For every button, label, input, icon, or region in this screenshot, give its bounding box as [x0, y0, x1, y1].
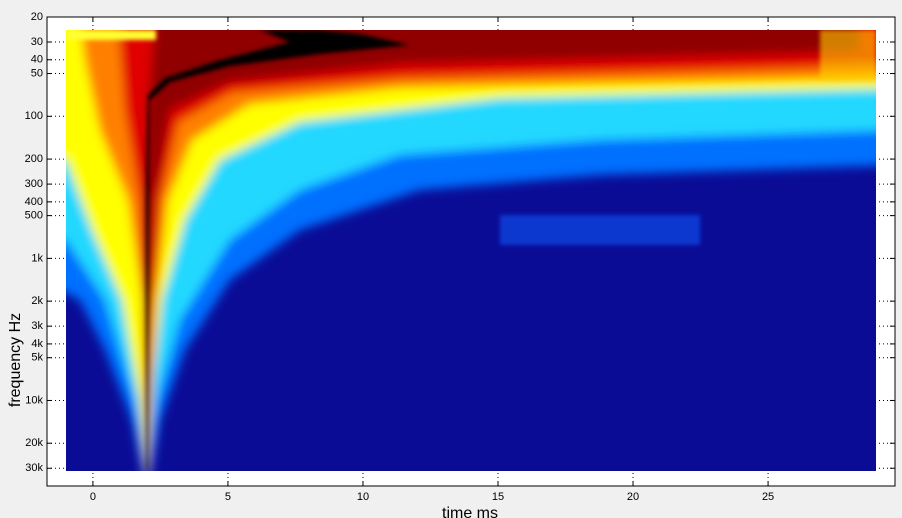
x-tick-label: 10 [357, 491, 369, 503]
x-tick-label: 0 [90, 491, 96, 503]
axes-frame [46, 16, 896, 487]
y-tick-label: 20 [31, 11, 43, 23]
y-tick-label: 50 [31, 67, 43, 79]
y-tick-label: 4k [31, 338, 43, 350]
y-tick-label: 3k [31, 320, 43, 332]
y-tick-label: 400 [25, 196, 43, 208]
y-tick-label: 20k [25, 437, 43, 449]
y-tick-label: 200 [25, 153, 43, 165]
x-tick-label: 15 [492, 491, 504, 503]
heatmap [66, 30, 876, 471]
y-tick-label: 2k [31, 295, 43, 307]
y-axis-label: frequency Hz [7, 313, 24, 407]
x-tick-label: 25 [762, 491, 774, 503]
y-tick-label: 500 [25, 210, 43, 222]
y-tick-label: 300 [25, 178, 43, 190]
x-axis-label: time ms [442, 505, 498, 518]
y-tick-label: 10k [25, 394, 43, 406]
y-tick-label: 30 [31, 36, 43, 48]
x-tick-label: 5 [225, 491, 231, 503]
y-tick-label: 30k [25, 462, 43, 474]
x-tick-label: 20 [627, 491, 639, 503]
y-tick-label: 40 [31, 54, 43, 66]
y-tick-label: 1k [31, 252, 43, 264]
y-tick-label: 100 [25, 110, 43, 122]
y-tick-label: 5k [31, 352, 43, 364]
